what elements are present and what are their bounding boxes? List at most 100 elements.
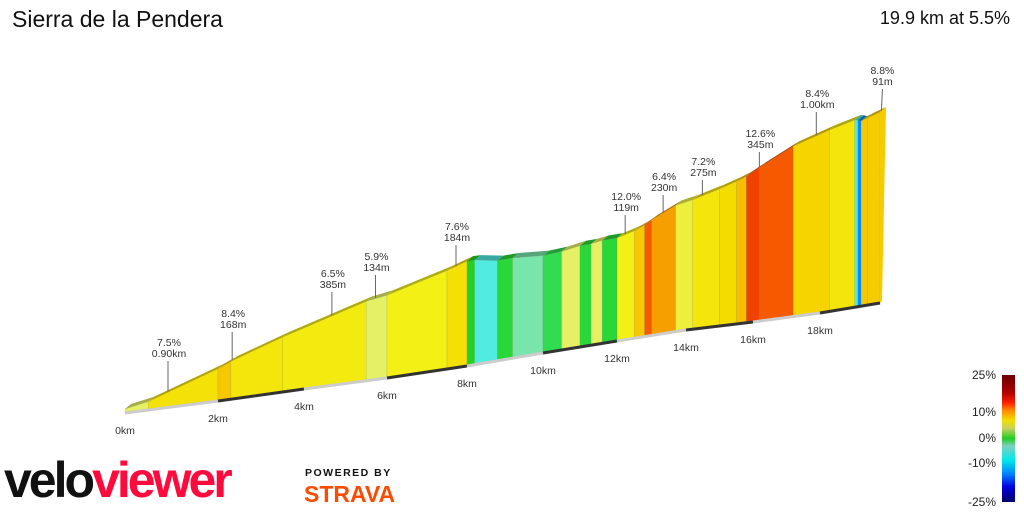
annotation-gradient: 8.4% xyxy=(221,308,245,320)
annotation-gradient: 6.5% xyxy=(321,268,345,280)
profile-segments xyxy=(124,107,886,414)
gradient-segment xyxy=(446,260,468,370)
legend-tick: 10% xyxy=(971,405,996,419)
annotation-length: 345m xyxy=(747,139,774,151)
segment-top-surface xyxy=(230,332,289,362)
segment-top-surface xyxy=(759,141,800,168)
gradient-segment xyxy=(792,129,830,317)
x-tick-label: 14km xyxy=(673,342,699,354)
gradient-segment xyxy=(829,119,856,312)
segment-top-surface xyxy=(580,238,598,246)
segment-top-surface xyxy=(474,255,504,261)
gradient-segment xyxy=(719,181,737,327)
segment-top-surface xyxy=(644,215,658,225)
gradient-segment xyxy=(692,188,720,330)
x-tick-label: 8km xyxy=(457,378,477,390)
gradient-segment xyxy=(579,243,592,348)
segment-top-surface xyxy=(854,114,864,121)
gradient-segment xyxy=(466,259,475,367)
segment-top-surface xyxy=(497,252,519,261)
gradient-segment xyxy=(745,166,761,324)
annotation-length: 1.00km xyxy=(800,99,835,111)
segment-top-surface xyxy=(692,183,726,200)
segment-top-surface xyxy=(591,235,609,244)
annotation-length: 0.90km xyxy=(152,348,187,360)
logo-viewer: viewer xyxy=(92,452,233,508)
gradient-segment xyxy=(512,255,544,359)
segment-top-surface xyxy=(512,250,549,258)
gradient-segment xyxy=(860,117,868,307)
gradient-segment xyxy=(474,259,498,366)
annotation-length: 230m xyxy=(651,182,678,194)
segment-top-surface xyxy=(829,114,861,131)
distance-axis-segment xyxy=(124,399,219,415)
gradient-segment xyxy=(735,175,747,325)
annotation-gradient: 7.2% xyxy=(691,156,715,168)
segment-top-surface xyxy=(125,396,155,409)
gradient-segment xyxy=(542,251,562,354)
gradient-segment xyxy=(644,219,652,337)
gradient-segment xyxy=(651,204,676,336)
gradient-segment xyxy=(857,119,862,308)
gradient-segment xyxy=(633,224,645,339)
elevation-profile-chart: 0km 2km 4km 6km 8km 10km 12km 14km 16km 18km 7.5%… xyxy=(115,65,894,437)
segment-top-surface xyxy=(746,162,766,177)
gradient-segment xyxy=(590,240,603,346)
segment-top-surface xyxy=(561,240,586,252)
x-tick-label: 16km xyxy=(740,334,766,346)
x-tick-label: 10km xyxy=(530,365,556,377)
x-tick-label: 12km xyxy=(604,353,630,365)
x-tick-label: 0km xyxy=(115,425,135,437)
segment-top-surface xyxy=(675,194,699,206)
gradient-segment xyxy=(497,257,513,362)
distance-axis-segment xyxy=(752,311,821,324)
segment-top-surface xyxy=(602,233,623,241)
segment-top-surface xyxy=(543,246,568,256)
annotations: 7.5%0.90km8.4%168m6.5%385m5.9%134m7.6%18… xyxy=(152,65,894,392)
gradient-segment xyxy=(365,294,388,382)
segment-top-surface xyxy=(387,265,453,296)
annotation-gradient: 7.5% xyxy=(157,337,181,349)
segment-top-surface xyxy=(857,115,868,122)
gradient-segment xyxy=(867,111,881,306)
segment-top-surface xyxy=(447,256,473,271)
gradient-segment xyxy=(854,119,859,308)
segment-top-surface xyxy=(793,125,836,147)
segment-top-surface xyxy=(366,290,393,302)
distance-axis-segment xyxy=(217,387,305,403)
annotation-gradient: 7.6% xyxy=(445,221,469,233)
legend-tick: -10% xyxy=(967,456,996,470)
annotation-length: 134m xyxy=(363,262,390,274)
gradient-segment xyxy=(675,199,694,332)
gradient-segment xyxy=(386,270,448,379)
annotation-leader-line xyxy=(880,88,883,111)
annotation-length: 119m xyxy=(613,202,639,214)
gradient-segment xyxy=(282,300,367,393)
x-tick-label: 4km xyxy=(294,401,314,413)
distance-axis-segment xyxy=(303,376,388,391)
distance-axis-segment xyxy=(685,320,754,332)
gradient-segment xyxy=(601,237,618,344)
segment-top-surface xyxy=(861,112,874,122)
segment-top-surface xyxy=(467,255,481,262)
legend-tick: 25% xyxy=(971,368,996,382)
distance-axis-segment xyxy=(386,364,468,380)
gradient-colorbar xyxy=(1002,375,1015,502)
annotation-gradient: 12.6% xyxy=(745,128,775,140)
distance-axis-segment xyxy=(466,351,544,368)
annotation-length: 385m xyxy=(320,279,347,291)
annotation-length: 184m xyxy=(444,232,471,244)
climb-summary: 19.9 km at 5.5% xyxy=(879,8,1010,28)
x-tick-label: 6km xyxy=(377,390,397,402)
gradient-segment xyxy=(616,230,635,342)
strava-logo: STRAVA xyxy=(304,481,396,507)
segment-top-surface xyxy=(719,176,743,189)
segment-top-surface xyxy=(148,363,224,402)
segment-top-surface xyxy=(736,171,753,182)
annotation-gradient: 5.9% xyxy=(365,251,389,263)
x-tick-label: 2km xyxy=(208,413,228,425)
profile-end-face xyxy=(880,107,886,303)
annotation-length: 91m xyxy=(872,76,893,88)
legend-tick: -25% xyxy=(967,495,996,509)
segment-top-surface xyxy=(282,296,373,338)
